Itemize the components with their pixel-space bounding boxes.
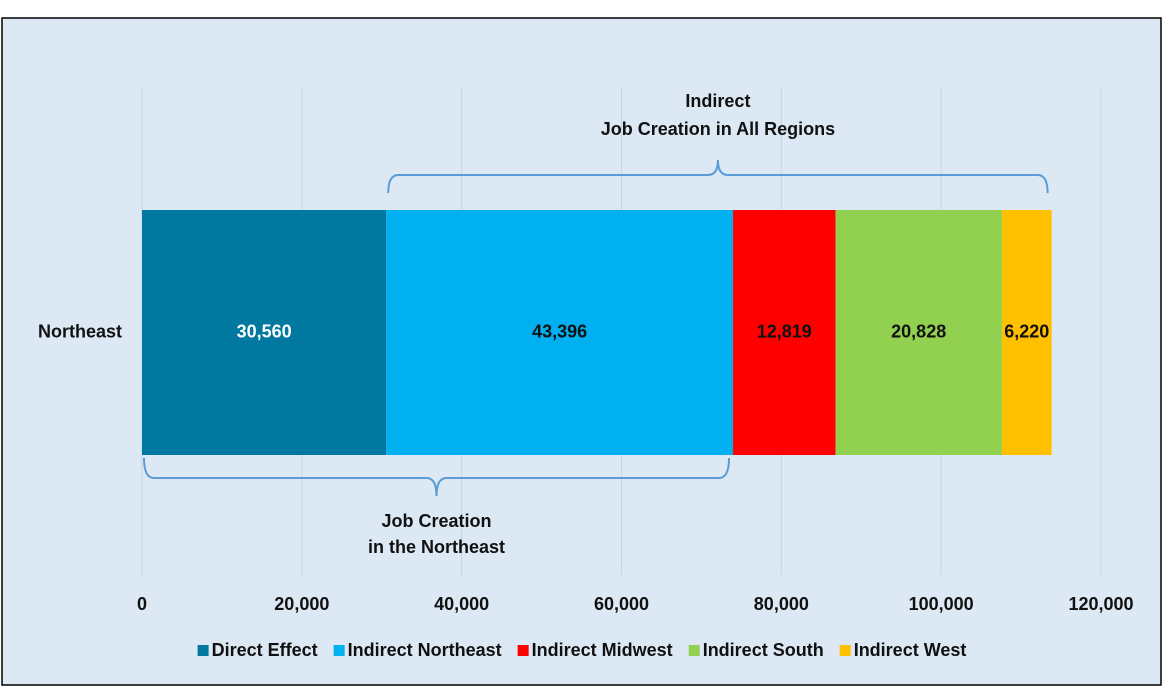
- x-tick-label: 0: [137, 594, 147, 614]
- legend-label: Indirect Midwest: [532, 640, 673, 660]
- annotation: Job Creation: [382, 511, 492, 531]
- x-tick-label: 120,000: [1068, 594, 1133, 614]
- legend-swatch: [517, 645, 529, 656]
- bar-segment: [835, 210, 1002, 455]
- legend-swatch: [688, 645, 700, 656]
- data-label: 12,819: [757, 321, 812, 341]
- x-tick-label: 20,000: [274, 594, 329, 614]
- bar-segment: [1001, 210, 1052, 455]
- annotation: in the Northeast: [368, 537, 505, 557]
- data-label: 20,828: [891, 321, 946, 341]
- legend-label: Direct Effect: [212, 640, 318, 660]
- brace: [143, 457, 731, 497]
- data-label: 43,396: [532, 321, 587, 341]
- legend-swatch: [333, 645, 345, 656]
- legend-label: Indirect Northeast: [348, 640, 502, 660]
- x-tick-label: 60,000: [594, 594, 649, 614]
- x-tick-label: 80,000: [754, 594, 809, 614]
- data-label: 6,220: [1004, 321, 1049, 341]
- legend-swatch: [197, 645, 209, 656]
- y-tick-label: Northeast: [38, 321, 122, 341]
- x-tick-label: 40,000: [434, 594, 489, 614]
- annotation: Job Creation in All Regions: [601, 119, 835, 139]
- data-label: 30,560: [237, 321, 292, 341]
- bar-segment: [733, 210, 836, 455]
- legend-swatch: [839, 645, 851, 656]
- legend-label: Indirect West: [854, 640, 967, 660]
- bar-segment: [142, 210, 387, 455]
- brace: [387, 159, 1049, 194]
- legend-label: Indirect South: [703, 640, 824, 660]
- bar-segment: [386, 210, 734, 455]
- x-tick-label: 100,000: [909, 594, 974, 614]
- annotation: Indirect: [685, 91, 750, 111]
